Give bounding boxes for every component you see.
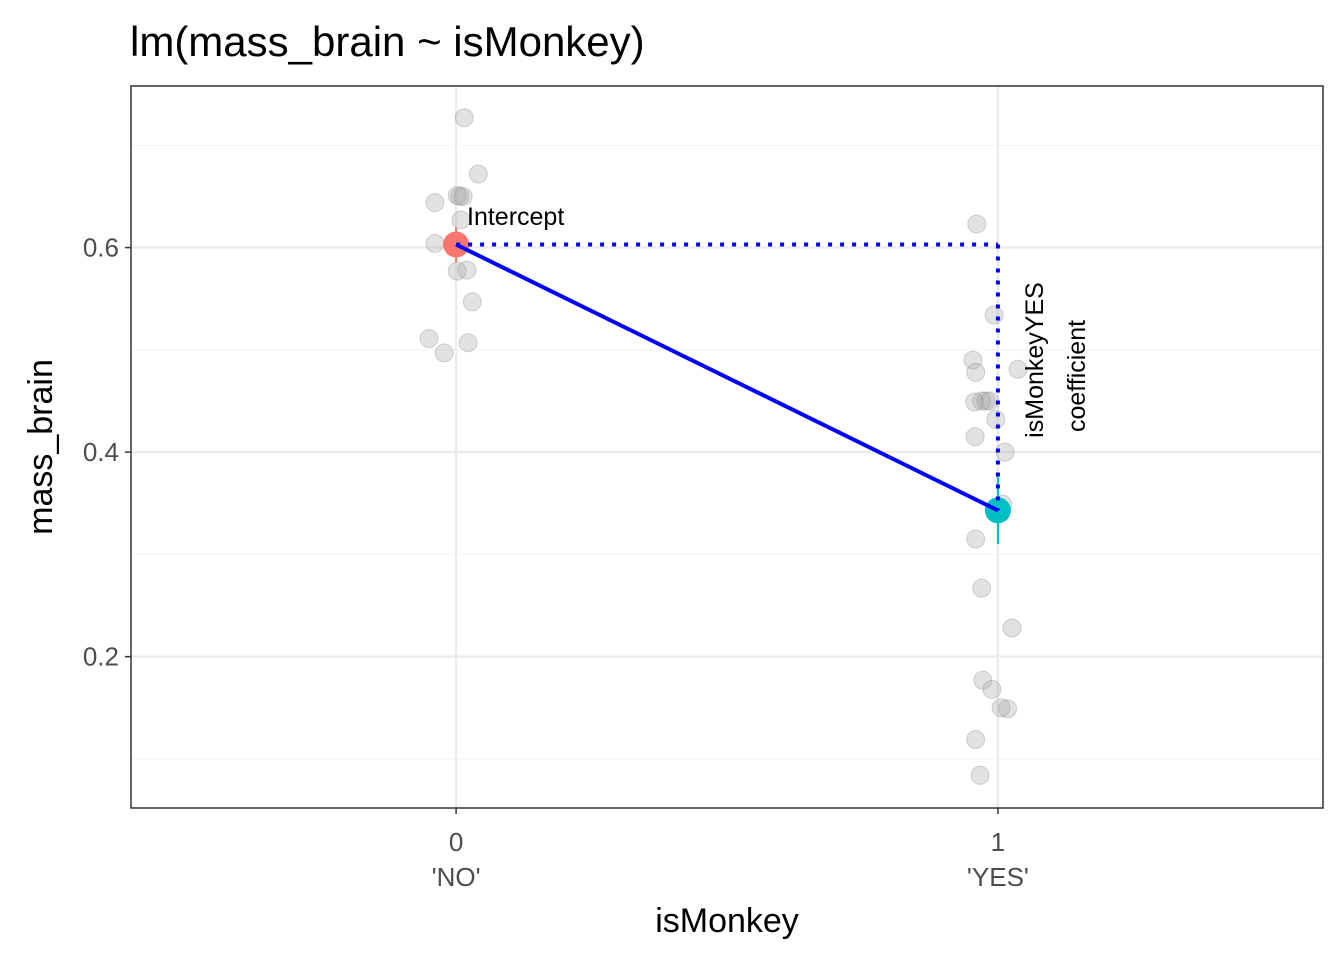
intercept-label: Intercept: [467, 203, 564, 231]
plot-border: [130, 85, 1324, 809]
data-point: [965, 392, 985, 412]
data-point: [970, 765, 990, 785]
data-point: [454, 108, 474, 128]
y-tick-label: 0.4: [83, 437, 119, 467]
data-point: [976, 391, 996, 411]
x-axis-title: isMonkey: [655, 902, 799, 940]
data-point: [991, 698, 1011, 718]
data-point: [419, 329, 439, 349]
data-point: [998, 699, 1018, 719]
coef-label-line1: isMonkeyYES: [1021, 282, 1049, 438]
data-point: [458, 333, 478, 353]
x-tick-label: 1: [991, 827, 1005, 857]
x-tick-sublabel: 'NO': [432, 862, 481, 892]
y-tick-label: 0.6: [83, 233, 119, 263]
data-point: [425, 193, 445, 213]
data-point: [982, 679, 1002, 699]
data-point: [434, 343, 454, 363]
data-point: [972, 391, 992, 411]
data-point: [972, 578, 992, 598]
grid: [131, 86, 1323, 808]
data-point: [984, 305, 1004, 325]
data-point: [965, 427, 985, 447]
data-point: [967, 214, 987, 234]
coef-label-line2: coefficient: [1063, 320, 1091, 432]
data-point: [468, 164, 488, 184]
x-tick-sublabel: 'YES': [967, 862, 1029, 892]
data-point: [973, 670, 993, 690]
data-point: [1002, 618, 1022, 638]
data-point: [447, 185, 467, 205]
y-tick-label: 0.2: [83, 642, 119, 672]
data-point: [966, 729, 986, 749]
x-tick-label: 0: [449, 827, 463, 857]
data-point: [453, 186, 473, 206]
fit-layer: [443, 227, 1011, 545]
fit-line: [455, 242, 999, 513]
data-point: [425, 233, 445, 253]
data-point: [1008, 359, 1028, 379]
data-point: [462, 292, 482, 312]
y-axis-title: mass_brain: [22, 359, 60, 535]
data-point: [450, 186, 470, 206]
data-point: [966, 362, 986, 382]
data-point: [966, 529, 986, 549]
data-point: [447, 261, 467, 281]
axis-ticks: 0.2 0.4 0.6 0 'NO' 1 'YES': [83, 233, 1029, 892]
data-point: [451, 210, 471, 230]
data-point: [963, 350, 983, 370]
data-point: [457, 260, 477, 280]
chart-title: lm(mass_brain ~ isMonkey): [130, 18, 645, 65]
data-point: [986, 409, 1006, 429]
